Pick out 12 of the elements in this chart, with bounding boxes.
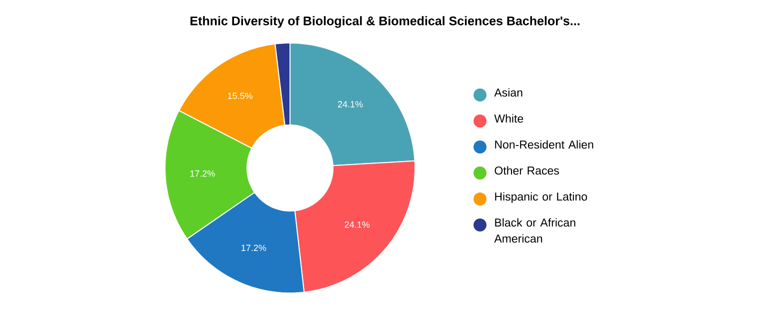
data-label: 24.1% <box>338 101 363 108</box>
legend-label: Black or African American <box>494 218 576 243</box>
legend-label: Hispanic or Latino <box>495 192 588 203</box>
legend-label: Other Races <box>494 166 559 175</box>
chart-title: Ethnic Diversity of Biological & Biomedical Sciences Bachelor's... <box>190 16 580 28</box>
legend-label: Asian <box>494 88 522 97</box>
legend-label: Non-Resident Alien <box>495 140 594 149</box>
data-label: 15.5% <box>228 92 252 100</box>
legend-label: White <box>494 114 524 123</box>
data-label: 17.2% <box>190 170 215 177</box>
data-label: 24.1% <box>344 221 370 228</box>
data-label: 17.2% <box>242 244 266 252</box>
